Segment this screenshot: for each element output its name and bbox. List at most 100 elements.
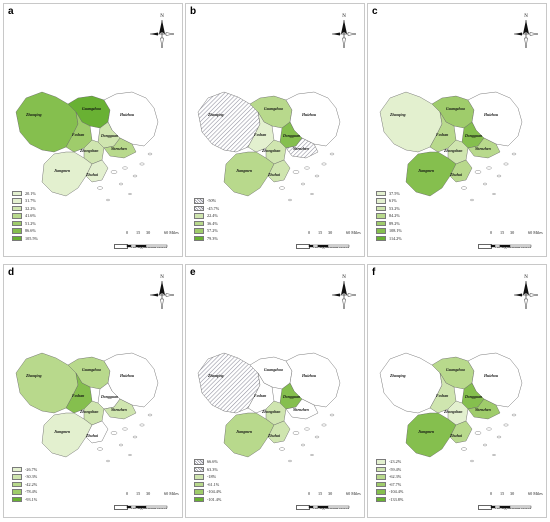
map-svg: N Zhaoqing Guangzhou Huizhou Foshan Dongguan S… [15,14,175,202]
scale-tick-label: 30 [328,491,333,496]
island-shape [300,443,305,447]
island-shape [329,413,335,417]
legend-label: 41.6% [25,213,36,219]
city-label-zhongshan: Zhongshan [261,410,280,414]
legend-swatch [12,205,22,211]
scale-bar: 0 15 30 60 Miles [126,491,196,515]
legend-label: 51.2% [25,220,36,226]
north-label: N [342,14,346,19]
legend-entry: -133.8% [376,496,403,504]
legend: 37.5% 61% 53.2% 84.2% 89.2% 108.1% 114.2% [376,190,402,243]
legend-entry: 36.4% [194,220,219,228]
city-label-zhuhai: Zhuhai [449,173,463,177]
legend-entry: 37.5% [376,190,402,198]
island-shape [486,166,492,170]
map-panel-d: d N Zhaoqing Guangzhou Huizhou Foshan Dongguan… [3,264,183,518]
city-label-zhuhai: Zhuhai [85,173,99,177]
island-shape [110,170,118,174]
city-label-huizhou: Huizhou [119,374,135,378]
city-label-zhaoqing: Zhaoqing [389,113,406,117]
city-label-zhuhai: Zhuhai [267,434,281,438]
legend-label: 84.2% [389,213,400,219]
legend-swatch [194,205,204,211]
city-label-jiangmen: Jiangmen [54,169,70,173]
legend-swatch [194,466,204,472]
legend-label: -50% [207,198,217,204]
legend-swatch [12,220,22,226]
legend-entry: 22.4% [194,212,219,220]
city-label-shenzhen: Shenzhen [293,147,309,151]
city-label-zhongshan: Zhongshan [79,149,98,153]
scale-bar: 0 15 30 60 Miles [490,491,550,515]
legend-entry: -30.3% [12,473,37,481]
region-foshan [65,111,93,153]
city-label-guangzhou: Guangzhou [82,107,102,111]
legend-swatch [376,220,386,226]
scale-tick-label: 15 [136,491,141,496]
city-label-huizhou: Huizhou [301,113,317,117]
legend-entry: 41.6% [12,212,38,220]
scale-tick-label: 15 [318,491,323,496]
island-shape [139,423,145,427]
legend: -23.2% -59.4% -62.3% -67.7% -104.4% -133.8% [376,458,403,503]
legend-entry: 31.7% [12,197,38,205]
island-shape [97,447,103,451]
legend: 20.1% 31.7% 32.2% 41.6% 51.2% 86.6% 105.5% [12,190,38,243]
legend-swatch [376,205,386,211]
panel-letter: e [190,267,196,278]
legend-entry: -45.7% [194,205,219,213]
city-label-zhongshan: Zhongshan [443,149,462,153]
city-label-dongguan: Dongguan [282,134,300,138]
island-shape [128,192,132,195]
island-shape [304,166,310,170]
region-jiangmen [405,151,457,197]
legend-label: -59.4% [389,466,402,472]
region-shenzhen [467,398,501,420]
scale-tick-label: 60 Miles [164,491,179,496]
scale-bar: 0 15 30 60 Miles [308,491,378,515]
scale-bar: 0 15 30 60 Miles [126,230,196,254]
city-label-zhaoqing: Zhaoqing [25,374,42,378]
island-shape [300,182,305,186]
island-shape [122,166,128,170]
scale-bar-graphic [490,505,532,509]
legend-label: -101.4% [207,496,222,502]
panel-letter: a [8,6,14,17]
scale-tick-label: 15 [136,230,141,235]
city-label-dongguan: Dongguan [464,395,482,399]
city-label-huizhou: Huizhou [483,374,499,378]
north-label: N [160,14,164,19]
region-zhuhai [267,420,291,444]
city-label-guangzhou: Guangzhou [264,368,284,372]
island-shape [474,431,482,435]
legend-entry: -101.4% [194,496,221,504]
city-label-foshan: Foshan [436,133,448,137]
island-shape [482,443,487,447]
island-shape [482,182,487,186]
legend-entry: -50% [194,197,219,205]
legend-entry: -26.7% [12,466,37,474]
island-shape [310,192,314,195]
legend-swatch [194,213,204,219]
north-arrow-icon: N [332,275,357,310]
scale-tick-label: 60 Miles [346,230,361,235]
legend-entry: 84.2% [376,212,402,220]
island-shape [279,186,285,190]
legend-entry: -104.4% [194,488,221,496]
island-shape [321,423,327,427]
city-label-foshan: Foshan [72,133,84,137]
scale-bar-graphic [308,505,350,509]
island-shape [329,152,335,156]
scale-bar-graphic [126,244,168,248]
city-label-foshan: Foshan [254,133,266,137]
map-panel-a: a N Zhaoqing Guangzhou Huizhou Foshan Dongguan… [3,3,183,257]
city-label-zhaoqing: Zhaoqing [25,113,42,117]
scale-tick-label: 30 [510,491,515,496]
city-label-zhongshan: Zhongshan [443,410,462,414]
map-panel-b: b N Zhaoqing Guangzhou Huizhou Foshan Dongguan… [185,3,365,257]
scale-tick-label: 30 [510,230,515,235]
legend-swatch [376,496,386,502]
city-label-huizhou: Huizhou [483,113,499,117]
island-shape [511,152,517,156]
legend-label: 61% [389,198,397,204]
